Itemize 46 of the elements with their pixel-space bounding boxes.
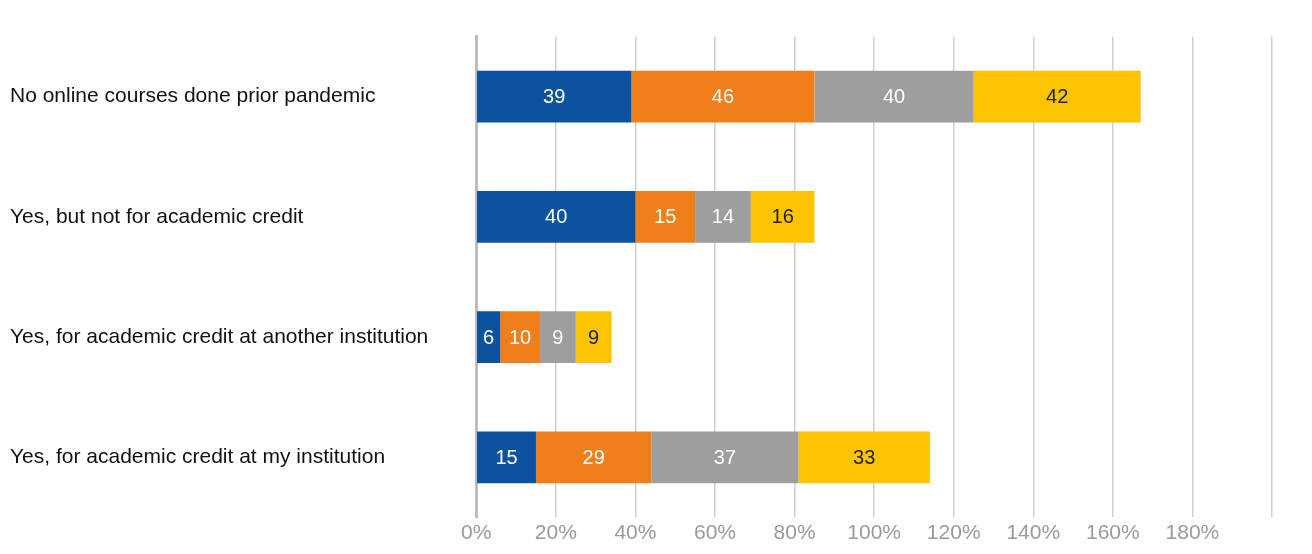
data-label: 15 — [495, 445, 518, 468]
x-tick-label: 80% — [773, 519, 816, 543]
bar — [750, 191, 815, 243]
bar — [477, 70, 632, 123]
bar — [477, 191, 636, 243]
x-tick-label: 100% — [847, 519, 901, 543]
data-label: 16 — [771, 205, 794, 228]
bar — [631, 70, 815, 123]
data-label: 33 — [853, 445, 876, 468]
bar — [973, 70, 1141, 123]
bar — [651, 431, 799, 484]
bar — [500, 311, 540, 363]
y-tick-label: Yes, for academic credit at my institution — [10, 444, 386, 468]
data-label: 46 — [711, 85, 735, 108]
x-tick-label: 140% — [1006, 519, 1061, 543]
data-label: 39 — [543, 85, 566, 108]
data-label: 42 — [1046, 85, 1069, 108]
data-label: 9 — [552, 325, 564, 348]
data-label: 29 — [582, 445, 605, 468]
x-tick-label: 40% — [614, 519, 657, 543]
y-tick-label: No online courses done prior pandemic — [10, 83, 376, 107]
data-label: 14 — [711, 205, 735, 228]
y-tick-label: Yes, but not for academic credit — [10, 203, 304, 227]
data-label: 37 — [713, 445, 737, 468]
data-label: 9 — [588, 325, 600, 348]
x-tick-label: 0% — [461, 519, 492, 543]
x-tick-label: 160% — [1086, 519, 1140, 543]
data-label: 40 — [545, 205, 568, 228]
x-tick-label: 120% — [926, 519, 981, 543]
data-label: 6 — [483, 325, 495, 348]
bar — [477, 311, 501, 363]
data-label: 10 — [508, 325, 532, 348]
bar — [635, 191, 696, 243]
y-tick-label: Yes, for academic credit at another institution — [10, 323, 429, 347]
bar — [575, 311, 612, 363]
x-tick-label: 180% — [1165, 519, 1220, 543]
x-tick-label: 60% — [693, 519, 737, 543]
bar — [535, 431, 652, 484]
bar — [539, 311, 576, 363]
x-tick-label: 20% — [534, 519, 577, 543]
bar — [477, 431, 536, 484]
data-label: 40 — [882, 85, 906, 108]
data-label: 15 — [654, 205, 677, 228]
bar — [814, 70, 974, 123]
bar — [695, 191, 751, 243]
bar — [798, 431, 930, 484]
